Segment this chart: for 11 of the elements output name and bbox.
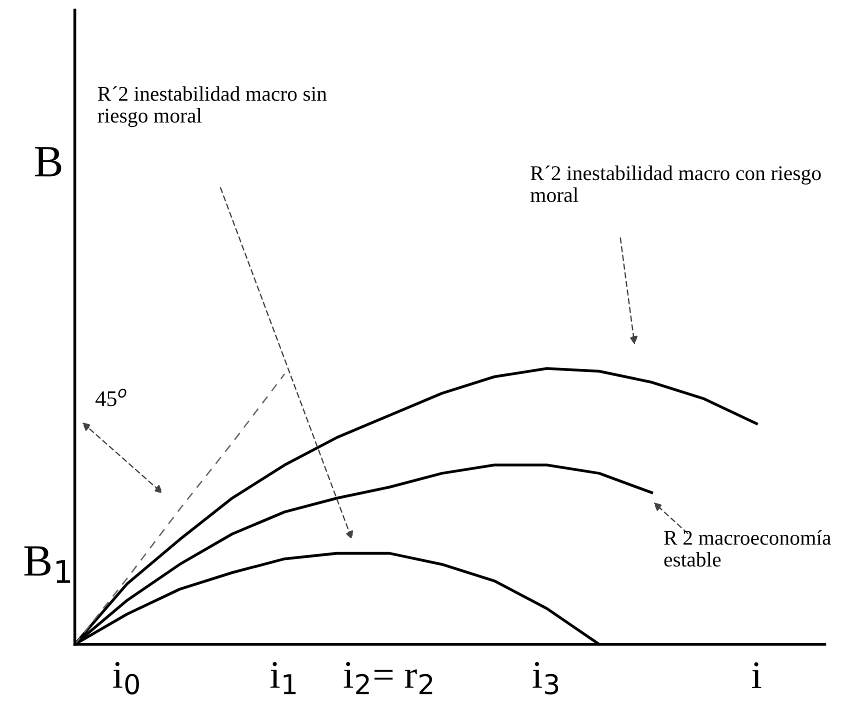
annotation: 45$^{o}$: [96, 388, 126, 406]
x-tick-label: i: [752, 662, 762, 688]
text: B$_{1}$: [24, 546, 70, 583]
x-tick-label: i$_{2}$= r$_{2}$: [344, 662, 432, 694]
text: R´2 inestabilidad macro con riesgo moral: [530, 166, 821, 202]
x-tick-label: i$_{3}$: [532, 662, 558, 694]
x-tick-label: i$_{1}$: [270, 662, 296, 694]
x-tick-label: i$_{0}$: [113, 662, 139, 694]
text: B: [35, 147, 62, 176]
text: R´2 inestabilidad macro sin riesgo moral: [98, 86, 327, 127]
annotation: R 2 macroeconomía estable: [664, 530, 831, 567]
